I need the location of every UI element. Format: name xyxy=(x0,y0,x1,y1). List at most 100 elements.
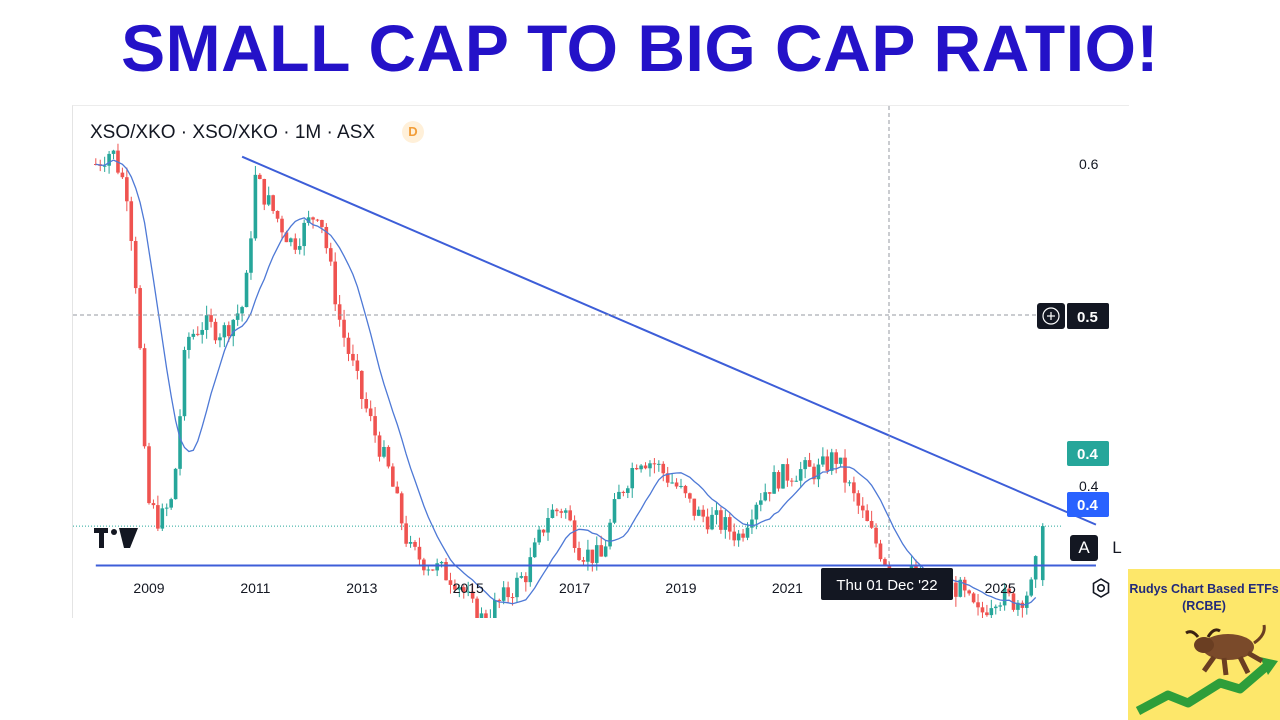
candle-body xyxy=(572,520,577,548)
descending-trendline[interactable] xyxy=(241,155,1097,526)
candle-body xyxy=(173,468,178,500)
candle-body xyxy=(1007,588,1011,594)
candle-body xyxy=(222,325,227,338)
candle-body xyxy=(213,321,218,341)
candle-body xyxy=(395,486,400,494)
candle-body xyxy=(856,493,861,506)
candle-body xyxy=(617,491,621,500)
add-alert-plus-icon[interactable] xyxy=(1037,303,1065,329)
candle-body xyxy=(284,232,289,243)
candle-body xyxy=(164,507,169,509)
candle-body xyxy=(107,153,111,166)
candle-body xyxy=(688,493,692,499)
candle-body xyxy=(546,517,550,533)
chart-settings-icon[interactable] xyxy=(1089,576,1113,600)
candle-body xyxy=(355,360,360,371)
candle-body xyxy=(204,315,209,330)
candle-body xyxy=(515,577,519,598)
candle-body xyxy=(306,217,311,223)
candle-body xyxy=(714,510,719,515)
candle-body xyxy=(169,499,173,508)
candle-body xyxy=(1016,602,1020,610)
candle-body xyxy=(342,319,346,338)
moving-average-label: 0.4 xyxy=(1077,497,1099,514)
candle-body xyxy=(816,464,821,480)
candle-body xyxy=(426,569,431,571)
candle-body xyxy=(537,529,541,543)
candle-body xyxy=(634,468,639,470)
crosshair-date-label: Thu 01 Dec '22 xyxy=(836,577,937,594)
candle-body xyxy=(843,457,847,483)
candle-body xyxy=(630,468,635,489)
candle-body xyxy=(767,492,772,494)
candle-body xyxy=(160,508,165,529)
candle-body xyxy=(364,398,369,409)
candle-body xyxy=(328,248,333,262)
y-axis-tick-label: 0.6 xyxy=(1079,156,1099,172)
candle-body xyxy=(120,172,125,178)
x-axis-tick-label: 2011 xyxy=(240,580,270,596)
candle-body xyxy=(311,217,315,220)
candle-body xyxy=(156,505,160,529)
candle-body xyxy=(382,446,386,457)
log-scale-button[interactable]: L xyxy=(1112,538,1122,557)
brand-title-line2: (RCBE) xyxy=(1182,599,1226,613)
candle-body xyxy=(812,466,816,480)
candle-body xyxy=(568,510,572,521)
price-chart[interactable]: 2009 2011 2013 2015 2017 2019 2021 2025 0.6 0.4 0.… xyxy=(73,106,1129,618)
candle-body xyxy=(727,517,732,532)
candle-body xyxy=(825,456,830,471)
candle-body xyxy=(413,541,417,547)
x-axis-tick-label: 2015 xyxy=(453,580,484,596)
candle-body xyxy=(231,319,236,337)
candle-body xyxy=(280,218,284,233)
y-axis-tick-label: 0.4 xyxy=(1079,478,1099,494)
candle-body xyxy=(772,472,776,494)
candle-body xyxy=(315,219,320,221)
moving-average-line xyxy=(95,159,1037,606)
candle-body xyxy=(829,452,834,471)
candle-body xyxy=(643,465,648,469)
candle-body xyxy=(125,177,129,202)
candle-body xyxy=(351,353,355,361)
candle-body xyxy=(102,165,107,167)
candle-body xyxy=(470,591,475,599)
interval-badge[interactable]: D xyxy=(402,121,424,143)
candle-body xyxy=(147,446,151,504)
x-axis-tick-label: 2019 xyxy=(665,580,696,596)
candle-body xyxy=(399,493,404,524)
candle-body xyxy=(191,333,196,337)
candle-body xyxy=(763,492,768,501)
candle-body xyxy=(998,605,1002,607)
x-axis-tick-label: 2021 xyxy=(772,580,803,596)
candle-body xyxy=(524,576,528,583)
candle-body xyxy=(275,210,280,219)
candle-body xyxy=(235,313,240,320)
candle-body xyxy=(337,304,342,320)
candle-body xyxy=(865,510,869,521)
candle-body xyxy=(1033,556,1038,580)
brand-title: Rudys Chart Based ETFs (RCBE) xyxy=(1128,581,1280,615)
candle-body xyxy=(989,608,994,616)
candle-body xyxy=(182,349,187,417)
candle-body xyxy=(408,541,413,544)
candle-body xyxy=(200,329,204,335)
last-price-badge xyxy=(1067,441,1109,466)
symbol-title[interactable]: XSO/XKO · XSO/XKO · 1M · ASX xyxy=(90,122,376,143)
candle-body xyxy=(333,261,337,305)
auto-scale-button[interactable]: A xyxy=(1070,535,1098,561)
candle-body xyxy=(603,546,608,557)
candle-body xyxy=(648,463,652,469)
candle-body xyxy=(133,240,138,289)
candle-body xyxy=(723,517,728,530)
candle-body xyxy=(253,174,258,239)
candle-body xyxy=(448,580,453,585)
candle-body xyxy=(958,579,963,597)
candle-body xyxy=(262,178,267,205)
candle-body xyxy=(360,370,364,399)
candle-body xyxy=(258,174,262,179)
chart-frame[interactable]: 2009 2011 2013 2015 2017 2019 2021 2025 0.6 0.4 0.… xyxy=(72,105,1129,618)
candle-body xyxy=(1040,526,1045,581)
candle-body xyxy=(701,509,705,517)
candle-body xyxy=(439,561,444,564)
